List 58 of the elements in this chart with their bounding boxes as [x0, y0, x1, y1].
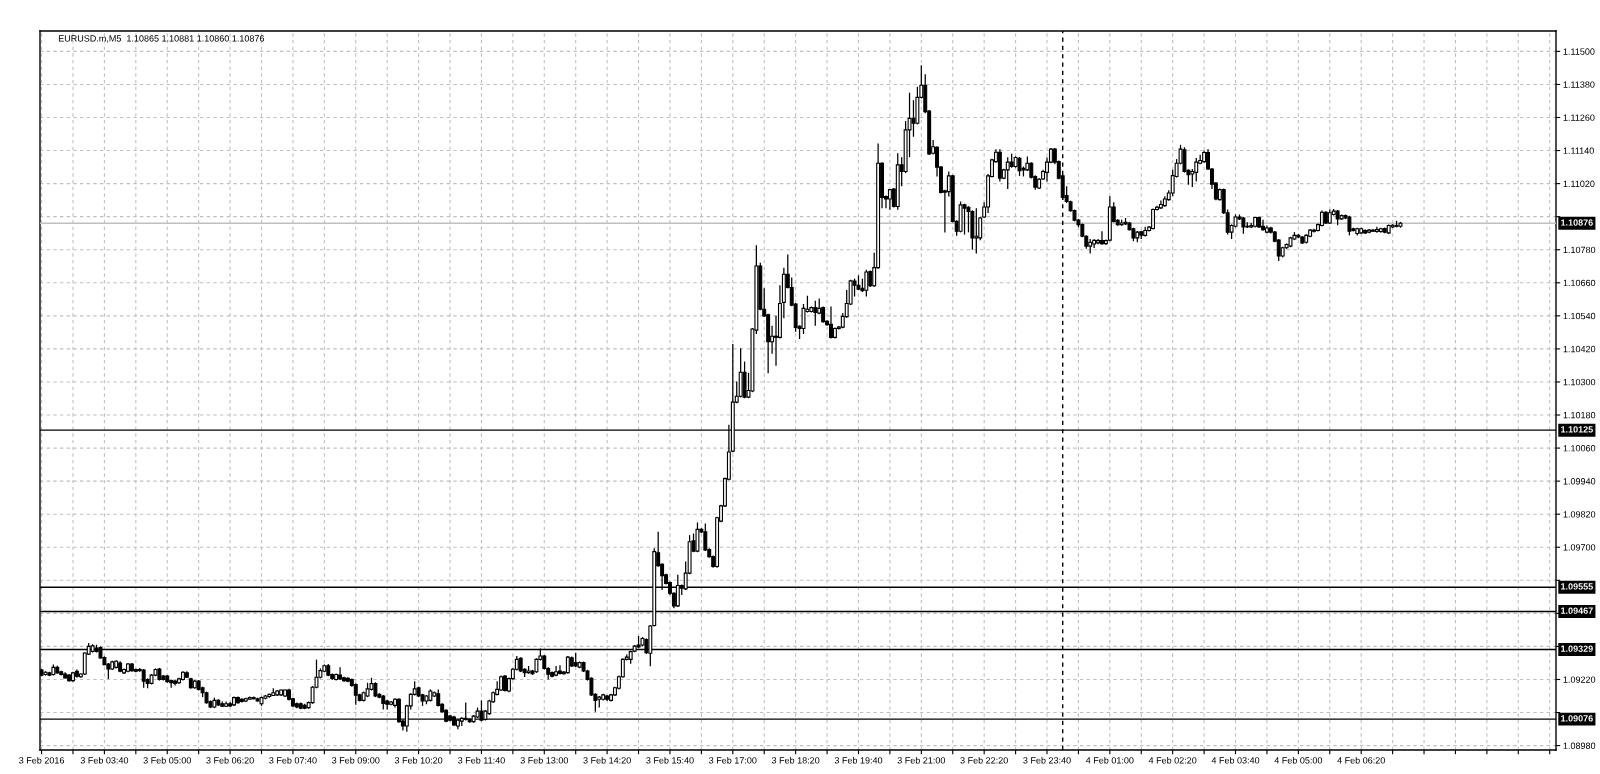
candlestick [962, 203, 967, 236]
x-tick-label: 4 Feb 02:20 [1148, 756, 1197, 764]
ref-line-label: 1.09329 [1561, 645, 1593, 652]
candlestick [1017, 156, 1022, 177]
x-tick-label: 3 Feb 21:00 [897, 756, 946, 764]
y-tick-label: 1.08980 [1563, 742, 1596, 749]
x-tick-label: 3 Feb 18:20 [771, 756, 820, 764]
y-tick-label: 1.11380 [1563, 81, 1595, 88]
x-tick-label: 3 Feb 10:20 [394, 756, 443, 764]
x-tick-label: 3 Feb 11:40 [458, 756, 505, 764]
y-tick-label: 1.09820 [1563, 511, 1596, 518]
x-tick-label: 3 Feb 2016 [19, 756, 65, 764]
candlestick [813, 300, 818, 327]
x-tick-label: 3 Feb 09:00 [332, 756, 380, 764]
x-tick-label: 3 Feb 23:40 [1023, 756, 1071, 764]
x-tick-label: 3 Feb 13:00 [520, 756, 569, 764]
y-tick-label: 1.10180 [1563, 411, 1596, 419]
y-tick-label: 1.09220 [1563, 676, 1596, 683]
x-tick-label: 3 Feb 19:40 [834, 756, 883, 764]
candlestick [1100, 230, 1104, 246]
x-tick-label: 3 Feb 07:40 [269, 756, 317, 764]
y-tick-label: 1.10300 [1563, 378, 1596, 386]
y-tick-label: 1.11260 [1563, 114, 1595, 121]
ref-line-label: 1.10876 [1561, 219, 1593, 226]
y-tick-label: 1.09940 [1563, 478, 1596, 485]
ref-line-label: 1.09555 [1561, 583, 1593, 590]
x-tick-label: 3 Feb 22:20 [960, 756, 1008, 764]
x-tick-label: 4 Feb 06:20 [1337, 756, 1385, 764]
y-tick-label: 1.10780 [1563, 246, 1596, 254]
x-tick-label: 3 Feb 05:00 [143, 756, 191, 764]
candlestick [1261, 219, 1265, 232]
chart-title: EURUSD.m,M5 1.10865 1.10881 1.10860 1.10876 [58, 35, 265, 43]
x-tick-label: 3 Feb 06:20 [206, 756, 254, 764]
y-tick-label: 1.10060 [1563, 445, 1596, 452]
candlestick [887, 188, 892, 211]
candlestick [738, 347, 743, 399]
candlestick [829, 305, 833, 340]
y-tick-label: 1.10420 [1563, 345, 1596, 353]
candlestick [558, 664, 562, 676]
x-tick-label: 3 Feb 14:20 [583, 756, 631, 764]
y-tick-label: 1.10660 [1563, 279, 1596, 287]
ref-line-label: 1.10125 [1561, 426, 1593, 433]
y-tick-label: 1.11020 [1563, 180, 1595, 187]
ref-line-label: 1.09076 [1561, 715, 1593, 722]
y-tick-label: 1.11500 [1563, 48, 1595, 55]
x-tick-label: 4 Feb 05:00 [1274, 756, 1323, 764]
ref-line-label: 1.09467 [1561, 607, 1593, 614]
x-tick-label: 4 Feb 03:40 [1211, 756, 1260, 764]
y-tick-label: 1.10540 [1563, 312, 1596, 320]
y-tick-label: 1.11140 [1563, 147, 1594, 154]
x-tick-label: 3 Feb 03:40 [80, 756, 129, 764]
x-tick-label: 3 Feb 15:40 [646, 756, 694, 764]
x-tick-label: 3 Feb 17:00 [709, 756, 757, 764]
candlestick [1194, 157, 1199, 183]
y-tick-label: 1.09700 [1563, 544, 1596, 551]
candlestick [911, 99, 916, 138]
candlestick [353, 682, 358, 706]
x-tick-label: 4 Feb 01:00 [1085, 756, 1134, 764]
